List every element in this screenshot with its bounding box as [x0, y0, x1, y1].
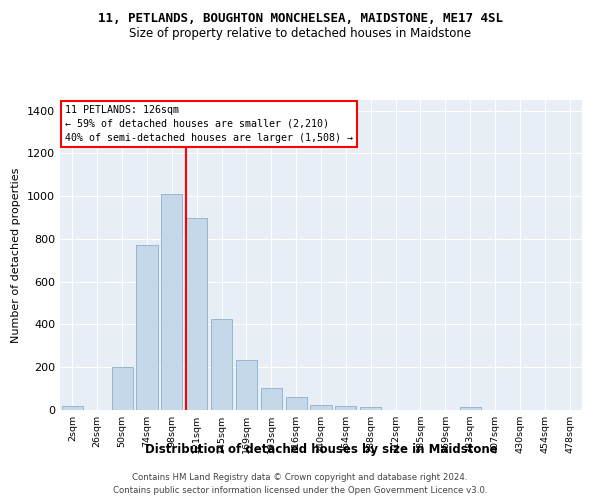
Bar [161, 194, 182, 410]
Y-axis label: Number of detached properties: Number of detached properties [11, 168, 22, 342]
Text: Distribution of detached houses by size in Maidstone: Distribution of detached houses by size … [145, 442, 497, 456]
Text: 11, PETLANDS, BOUGHTON MONCHELSEA, MAIDSTONE, ME17 4SL: 11, PETLANDS, BOUGHTON MONCHELSEA, MAIDS… [97, 12, 503, 26]
Bar [261, 388, 282, 410]
Text: Size of property relative to detached houses in Maidstone: Size of property relative to detached ho… [129, 28, 471, 40]
Bar [460, 408, 481, 410]
Bar [62, 406, 83, 410]
Bar [335, 406, 356, 410]
Bar [211, 319, 232, 410]
Bar [360, 407, 381, 410]
Bar [236, 360, 257, 410]
Text: 11 PETLANDS: 126sqm
← 59% of detached houses are smaller (2,210)
40% of semi-det: 11 PETLANDS: 126sqm ← 59% of detached ho… [65, 104, 353, 142]
Text: Contains HM Land Registry data © Crown copyright and database right 2024.
Contai: Contains HM Land Registry data © Crown c… [113, 474, 487, 495]
Bar [112, 367, 133, 410]
Bar [186, 218, 207, 410]
Bar [310, 404, 332, 410]
Bar [286, 397, 307, 410]
Bar [136, 246, 158, 410]
